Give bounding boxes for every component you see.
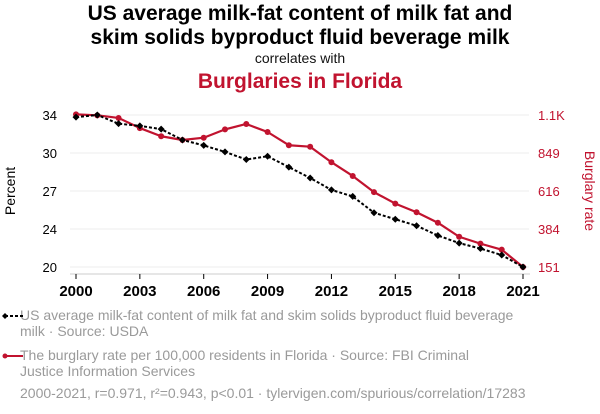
data-point-milk-fat — [115, 120, 123, 128]
y-left-tick-label: 20 — [43, 260, 57, 275]
data-point-burglary — [243, 120, 250, 127]
legend-item-burglary-line2: Justice Information Services — [20, 363, 196, 379]
y-right-tick-label: 1.1K — [538, 108, 565, 123]
data-point-burglary — [413, 209, 420, 216]
data-point-milk-fat — [370, 209, 378, 217]
y-right-tick-label: 151 — [538, 260, 560, 275]
x-tick-label: 2000 — [59, 283, 92, 300]
data-point-milk-fat — [200, 141, 208, 149]
series-group — [72, 111, 527, 271]
y-axis-right: 151 384 616 849 1.1K — [538, 108, 565, 275]
x-tick-label: 2012 — [315, 283, 348, 300]
data-point-burglary — [349, 172, 356, 179]
chart-subtitle: correlates with — [254, 50, 346, 66]
chart-title-line2: skim solids byproduct fluid beverage mil… — [90, 26, 510, 49]
x-tick-label: 2006 — [187, 283, 220, 300]
data-point-burglary — [158, 133, 165, 140]
footer-stats: 2000-2021, r=0.971, r²=0.943, p<0.01 · t… — [20, 385, 526, 401]
legend-item-milk-fat: US average milk-fat content of milk fat … — [2, 307, 560, 339]
data-point-burglary — [285, 142, 292, 149]
data-point-milk-fat — [221, 148, 229, 156]
line-chart: 2000 2003 2006 2009 2012 2015 2018 2021 2024273… — [2, 108, 598, 300]
y-axis-right-label: Burglary rate — [582, 151, 598, 231]
legend-item-milk-fat-line1: US average milk-fat content of milk fat … — [20, 307, 514, 323]
y-left-tick-label: 34 — [43, 108, 57, 123]
data-point-milk-fat — [242, 156, 250, 164]
data-point-burglary — [200, 134, 207, 141]
legend-item-burglary: The burglary rate per 100,000 residents … — [2, 347, 560, 379]
data-point-burglary — [328, 159, 335, 166]
data-point-burglary — [307, 143, 314, 150]
x-tick-label: 2015 — [379, 283, 412, 300]
data-point-burglary — [477, 240, 484, 247]
data-point-milk-fat — [413, 222, 421, 230]
y-left-tick-label: 27 — [43, 184, 57, 199]
data-point-milk-fat — [476, 245, 484, 253]
data-point-burglary — [392, 200, 399, 207]
data-point-milk-fat — [178, 136, 186, 144]
legend-solid-line-circle-icon — [2, 353, 23, 359]
x-tick-label: 2003 — [123, 283, 156, 300]
data-point-milk-fat — [136, 122, 144, 130]
y-left-tick-label: 30 — [43, 146, 57, 161]
data-point-burglary — [371, 189, 377, 196]
chart-title-line1: US average milk-fat content of milk fat … — [87, 2, 513, 25]
y-right-tick-label: 849 — [538, 146, 560, 161]
data-point-milk-fat — [498, 251, 506, 259]
data-point-milk-fat — [455, 239, 463, 247]
legend-item-milk-fat-line2: milk · Source: USDA — [20, 323, 149, 339]
chart-title: US average milk-fat content of milk fat … — [0, 2, 600, 50]
data-point-milk-fat — [306, 174, 314, 182]
x-axis: 2000 2003 2006 2009 2012 2015 2018 2021 — [59, 273, 540, 300]
y-axis-left: 20 24 27 30 34 — [43, 108, 57, 275]
data-point-milk-fat — [391, 215, 399, 223]
data-point-burglary — [222, 126, 228, 133]
y-left-tick-label: 24 — [43, 222, 57, 237]
chart-title-secondary: Burglaries in Florida — [197, 70, 403, 93]
data-point-burglary — [456, 233, 463, 240]
data-point-burglary — [264, 128, 271, 135]
data-point-milk-fat — [264, 152, 272, 160]
data-point-milk-fat — [157, 125, 165, 133]
data-point-milk-fat — [434, 232, 442, 240]
series-burglary-line — [75, 113, 524, 268]
data-point-milk-fat — [519, 263, 527, 271]
data-point-milk-fat — [327, 186, 335, 194]
data-point-milk-fat — [93, 111, 101, 119]
y-axis-left-label: Percent — [2, 167, 18, 215]
data-point-burglary — [115, 114, 122, 121]
data-point-burglary — [434, 219, 441, 226]
data-point-burglary — [498, 246, 505, 253]
y-right-tick-label: 384 — [538, 222, 560, 237]
data-point-milk-fat — [72, 113, 80, 121]
series-milk-fat — [72, 111, 527, 271]
gridlines — [70, 114, 529, 268]
series-milk-fat-line — [75, 114, 524, 268]
x-tick-label: 2009 — [251, 283, 284, 300]
data-point-milk-fat — [285, 163, 293, 171]
legend-dashed-line-diamond-icon — [2, 313, 23, 319]
x-tick-label: 2021 — [506, 283, 539, 300]
y-right-tick-label: 616 — [538, 184, 560, 199]
x-tick-label: 2018 — [442, 283, 475, 300]
legend-item-burglary-line1: The burglary rate per 100,000 residents … — [20, 347, 469, 363]
data-point-milk-fat — [349, 192, 357, 200]
